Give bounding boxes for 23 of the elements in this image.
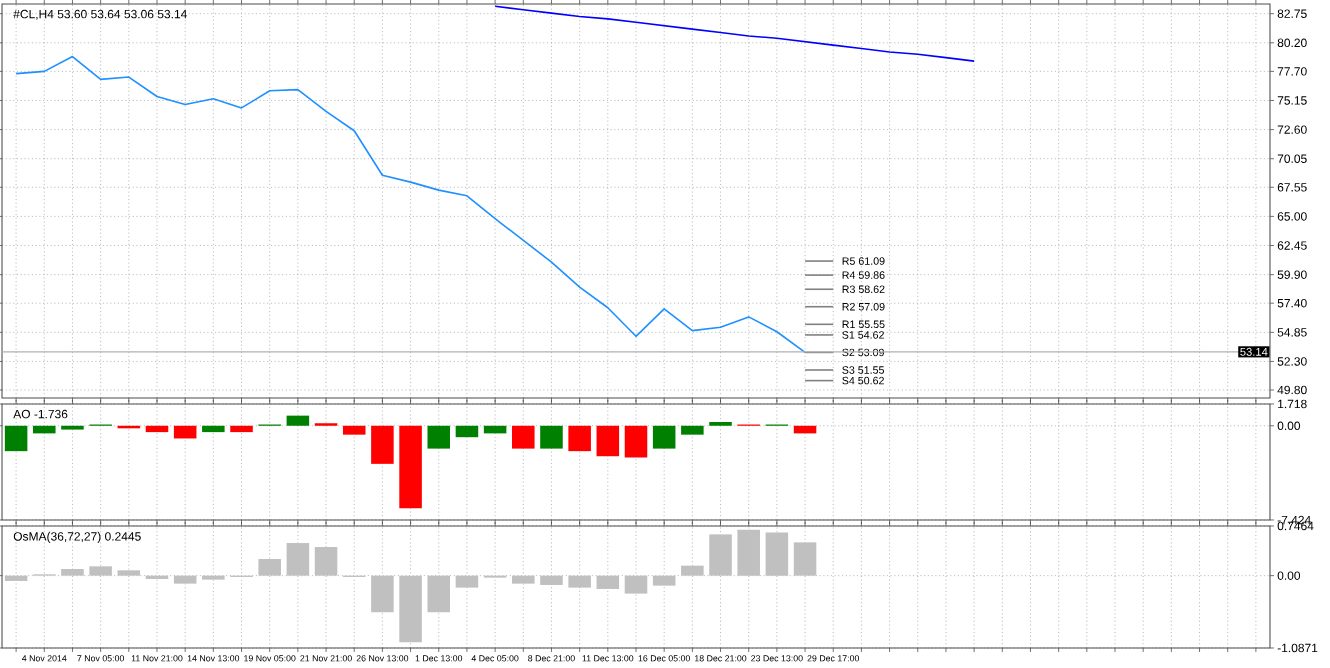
bar xyxy=(89,566,112,576)
bar xyxy=(709,534,732,576)
bar xyxy=(652,575,676,586)
bar xyxy=(371,575,394,613)
bar xyxy=(737,529,760,576)
bar xyxy=(427,575,451,613)
bar xyxy=(286,543,310,576)
bar xyxy=(455,575,479,588)
bar xyxy=(793,542,817,576)
bar xyxy=(117,570,141,576)
bar xyxy=(4,575,28,581)
bar xyxy=(681,565,704,576)
bar xyxy=(399,575,422,643)
bar xyxy=(596,575,620,589)
bar xyxy=(314,547,338,576)
bar xyxy=(258,559,281,576)
bar xyxy=(173,575,197,584)
bar xyxy=(765,532,789,576)
bar xyxy=(568,575,591,588)
bar xyxy=(512,575,535,584)
bar xyxy=(624,575,648,594)
bar xyxy=(61,568,84,576)
bar xyxy=(540,575,563,585)
